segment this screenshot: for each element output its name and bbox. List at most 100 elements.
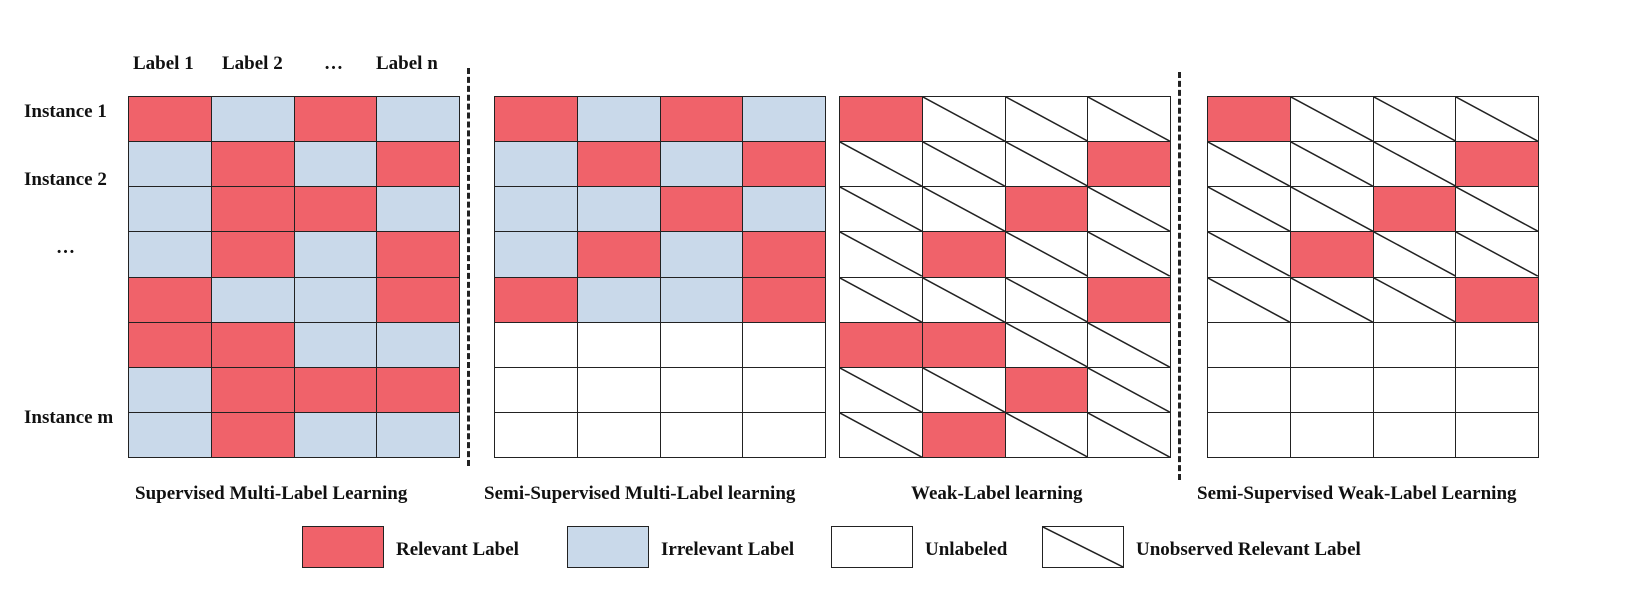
unlabeled-cell: [1373, 412, 1457, 458]
irrelevant-cell: [294, 277, 378, 323]
relevant-cell: [577, 142, 661, 188]
relevant-cell: [377, 232, 460, 278]
legend-label-relevant: Relevant Label: [396, 539, 519, 560]
irrelevant-cell: [211, 277, 295, 323]
diagonal-line-icon: [1374, 278, 1456, 322]
unobserved-relevant-cell: [1088, 367, 1171, 413]
unlabeled-cell: [1456, 322, 1539, 368]
relevant-cell: [577, 232, 661, 278]
relevant-cell: [743, 142, 826, 188]
unobserved-relevant-cell: [1005, 232, 1089, 278]
diagonal-line-icon: [1291, 97, 1373, 141]
relevant-cell: [1290, 232, 1374, 278]
unobserved-relevant-cell: [1456, 187, 1539, 233]
relevant-cell: [211, 232, 295, 278]
relevant-cell: [922, 322, 1006, 368]
diagonal-line-icon: [1088, 413, 1170, 457]
relevant-cell: [377, 277, 460, 323]
unlabeled-cell: [577, 367, 661, 413]
relevant-cell: [922, 232, 1006, 278]
unlabeled-cell: [1456, 412, 1539, 458]
unobserved-relevant-cell: [1290, 187, 1374, 233]
unlabeled-cell: [495, 412, 578, 458]
panel-title-supervised: Supervised Multi-Label Learning: [135, 483, 408, 504]
irrelevant-cell: [129, 412, 212, 458]
unlabeled-cell: [1208, 322, 1291, 368]
unobserved-relevant-cell: [840, 232, 923, 278]
unlabeled-cell: [1290, 412, 1374, 458]
legend-label-unlabeled: Unlabeled: [925, 539, 1008, 560]
irrelevant-cell: [495, 142, 578, 188]
panel-title-semi-supervised: Semi-Supervised Multi-Label learning: [484, 483, 796, 504]
panel-title-semi-supervised-weak: Semi-Supervised Weak-Label Learning: [1197, 483, 1517, 504]
grid-supervised-multi-label: [128, 96, 460, 458]
unobserved-relevant-cell: [1005, 412, 1089, 458]
row-label-ellipsis: …: [56, 237, 75, 258]
irrelevant-cell: [743, 97, 826, 143]
unobserved-relevant-cell: [1208, 232, 1291, 278]
relevant-cell: [743, 232, 826, 278]
diagonal-line-icon: [923, 97, 1005, 141]
unobserved-relevant-cell: [1456, 232, 1539, 278]
legend-swatch-irrelevant: [567, 526, 649, 568]
legend-label-unobserved: Unobserved Relevant Label: [1136, 539, 1361, 560]
irrelevant-cell: [211, 97, 295, 143]
grid-semi-supervised-multi-label: [494, 96, 826, 458]
relevant-cell: [211, 322, 295, 368]
relevant-cell: [211, 142, 295, 188]
diagonal-line-icon: [1208, 278, 1290, 322]
relevant-cell: [840, 322, 923, 368]
irrelevant-cell: [743, 187, 826, 233]
unobserved-relevant-cell: [1088, 232, 1171, 278]
relevant-cell: [294, 367, 378, 413]
row-label-instance-m: Instance m: [24, 407, 114, 428]
relevant-cell: [495, 277, 578, 323]
unobserved-relevant-cell: [1088, 97, 1171, 143]
diagonal-line-icon: [1006, 232, 1088, 276]
relevant-cell: [129, 97, 212, 143]
unobserved-relevant-cell: [1373, 142, 1457, 188]
diagonal-line-icon: [1006, 413, 1088, 457]
relevant-cell: [1456, 277, 1539, 323]
relevant-cell: [840, 97, 923, 143]
irrelevant-cell: [129, 367, 212, 413]
irrelevant-cell: [660, 232, 744, 278]
unobserved-relevant-cell: [1208, 277, 1291, 323]
diagonal-line-icon: [1088, 323, 1170, 367]
irrelevant-cell: [377, 322, 460, 368]
relevant-cell: [1208, 97, 1291, 143]
irrelevant-cell: [377, 187, 460, 233]
diagonal-line-icon: [840, 187, 922, 231]
unlabeled-cell: [1290, 322, 1374, 368]
irrelevant-cell: [129, 232, 212, 278]
irrelevant-cell: [294, 412, 378, 458]
diagonal-line-icon: [1291, 278, 1373, 322]
diagonal-line-icon: [840, 413, 922, 457]
unobserved-relevant-cell: [922, 142, 1006, 188]
unlabeled-cell: [1456, 367, 1539, 413]
diagonal-line-icon: [1088, 187, 1170, 231]
unobserved-relevant-cell: [1208, 142, 1291, 188]
diagonal-line-icon: [1043, 527, 1123, 567]
diagonal-line-icon: [1088, 232, 1170, 276]
grid-semi-supervised-weak-label: [1207, 96, 1539, 458]
irrelevant-cell: [495, 187, 578, 233]
unlabeled-cell: [660, 412, 744, 458]
unobserved-relevant-cell: [1005, 322, 1089, 368]
irrelevant-cell: [377, 97, 460, 143]
diagonal-line-icon: [1374, 97, 1456, 141]
relevant-cell: [129, 322, 212, 368]
relevant-cell: [660, 187, 744, 233]
legend-swatch-unlabeled: [831, 526, 913, 568]
diagonal-line-icon: [1456, 187, 1538, 231]
unlabeled-cell: [1208, 367, 1291, 413]
irrelevant-cell: [660, 277, 744, 323]
irrelevant-cell: [577, 277, 661, 323]
unobserved-relevant-cell: [1456, 97, 1539, 143]
irrelevant-cell: [129, 142, 212, 188]
diagonal-line-icon: [1291, 187, 1373, 231]
unobserved-relevant-cell: [1208, 187, 1291, 233]
irrelevant-cell: [495, 232, 578, 278]
legend-label-irrelevant: Irrelevant Label: [661, 539, 795, 560]
irrelevant-cell: [129, 187, 212, 233]
